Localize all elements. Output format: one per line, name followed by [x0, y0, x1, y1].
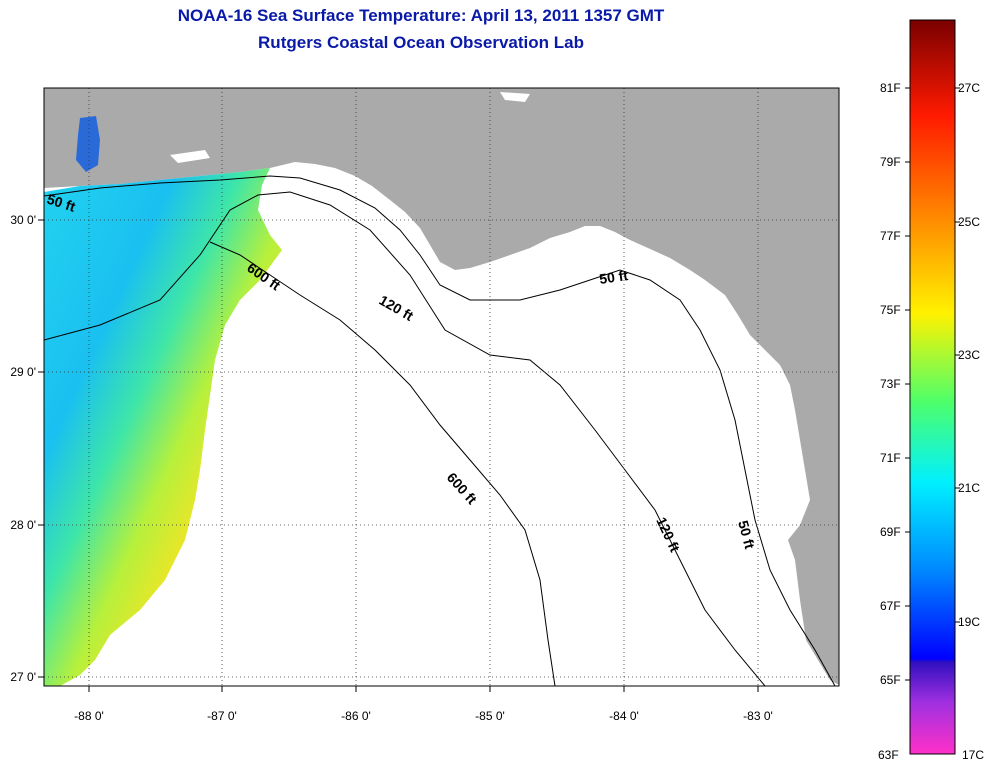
- plot-frame: [43, 87, 840, 687]
- land-area: [44, 88, 839, 685]
- lon-label-88: -88 0': [74, 709, 104, 723]
- contour-50ft: [44, 175, 836, 686]
- colorbar-label-25c: 25C: [958, 215, 981, 229]
- colorbar-label-63f: 63F: [878, 748, 899, 762]
- map-subtitle: Rutgers Coastal Ocean Observation Lab: [258, 33, 584, 52]
- lon-label-86: -86 0': [341, 709, 371, 723]
- lat-label-30: 30 0': [10, 213, 36, 227]
- colorbar-label-73f: 73F: [880, 377, 901, 391]
- lat-label-29: 29 0': [10, 365, 36, 379]
- lat-label-28: 28 0': [10, 518, 36, 532]
- colorbar-label-27c: 27C: [958, 81, 981, 95]
- map-title: NOAA-16 Sea Surface Temperature: April 1…: [177, 6, 665, 25]
- colorbar-label-23c: 23C: [958, 348, 981, 362]
- colorbar: [909, 19, 956, 755]
- colorbar-label-81f: 81F: [880, 81, 901, 95]
- bay-water: [76, 116, 100, 172]
- colorbar-label-65f: 65F: [880, 673, 901, 687]
- colorbar-label-67f: 67F: [880, 599, 901, 613]
- colorbar-label-75f: 75F: [880, 303, 901, 317]
- colorbar-ticks: [905, 87, 960, 681]
- graticule: [44, 88, 839, 686]
- lon-label-85: -85 0': [475, 709, 505, 723]
- colorbar-label-21c: 21C: [958, 481, 981, 495]
- contour-label-50ft-east: 50 ft: [598, 267, 629, 287]
- colorbar-label-17c: 17C: [962, 748, 985, 762]
- lon-label-84: -84 0': [609, 709, 639, 723]
- lat-label-27: 27 0': [10, 670, 36, 684]
- colorbar-label-19c: 19C: [958, 615, 981, 629]
- colorbar-label-79f: 79F: [880, 155, 901, 169]
- lon-label-83: -83 0': [743, 709, 773, 723]
- colorbar-label-77f: 77F: [880, 229, 901, 243]
- colorbar-label-69f: 69F: [880, 525, 901, 539]
- colorbar-label-71f: 71F: [880, 451, 901, 465]
- lon-label-87: -87 0': [207, 709, 237, 723]
- sst-field: [44, 168, 282, 686]
- contour-label-50ft-south: 50 ft: [735, 519, 758, 551]
- contour-600ft: [209, 241, 556, 686]
- contour-120ft: [44, 191, 766, 686]
